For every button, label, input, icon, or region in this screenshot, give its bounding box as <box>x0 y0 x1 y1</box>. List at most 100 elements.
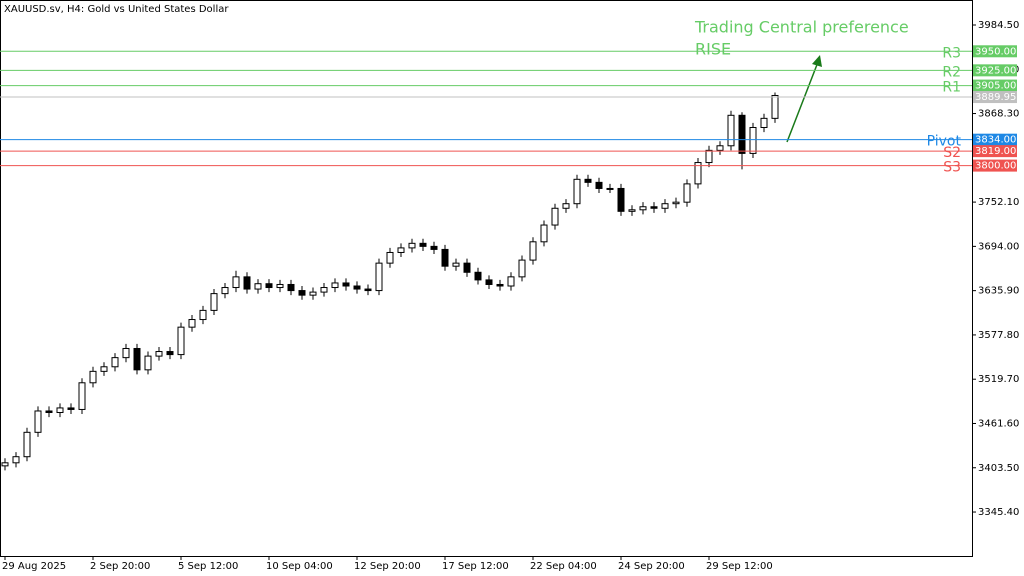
candle-body <box>529 241 537 261</box>
x-tick-label: 2 Sep 20:00 <box>90 561 150 572</box>
arrow-head <box>812 55 822 67</box>
candle-body <box>254 283 262 290</box>
candle-body <box>617 187 625 212</box>
candle-body <box>67 407 75 410</box>
y-tick-label: 3461.60 <box>978 418 1019 429</box>
candle-body <box>342 282 350 287</box>
candle-body <box>507 276 515 287</box>
candle-body <box>276 283 284 289</box>
candle-body <box>23 431 31 458</box>
candle-body <box>595 181 603 189</box>
level-label: 3905.00 <box>975 81 1016 92</box>
candle-body <box>188 319 196 328</box>
candle-body <box>485 279 493 285</box>
candle-body <box>639 206 647 211</box>
y-tick-label: 3694.00 <box>978 241 1019 252</box>
candle-body <box>122 347 130 359</box>
candle-body <box>265 283 273 289</box>
candle-body <box>155 351 163 357</box>
level-label: 3889.95 <box>975 92 1016 103</box>
candle-body <box>89 370 97 384</box>
candle-body <box>111 357 119 368</box>
x-tick-label: 29 Sep 12:00 <box>706 561 773 572</box>
chart-title: XAUUSD.sv, H4: Gold vs United States Dol… <box>4 4 229 15</box>
candle-body <box>452 262 460 267</box>
level-label-box <box>973 79 1017 92</box>
candle-body <box>650 206 658 209</box>
level-label-box <box>973 64 1017 77</box>
candle-body <box>386 251 394 264</box>
candle-body <box>243 276 251 290</box>
candle-body <box>573 178 581 205</box>
x-tick-label: 24 Sep 20:00 <box>618 561 685 572</box>
plot-frame <box>0 0 973 557</box>
candle-body <box>298 290 306 296</box>
candle-body <box>694 162 702 185</box>
y-tick-label: 3577.80 <box>978 330 1019 341</box>
candle-body <box>34 410 42 433</box>
candle-body <box>738 114 746 154</box>
candle-body <box>408 242 416 249</box>
candle-body <box>309 291 317 296</box>
candle-body <box>562 203 570 209</box>
candle-body <box>661 203 669 209</box>
candle-body <box>56 407 64 414</box>
x-tick-label: 29 Aug 2025 <box>2 561 66 572</box>
candle-body <box>749 126 757 154</box>
candle-body <box>518 259 526 278</box>
candle-body <box>716 145 724 151</box>
level-name: S2 <box>943 145 961 161</box>
candle-body <box>12 456 20 464</box>
level-label: 3834.00 <box>975 135 1016 146</box>
level-label: 3819.00 <box>975 146 1016 157</box>
candle-body <box>199 309 207 321</box>
candle-body <box>397 247 405 253</box>
level-label: 3800.00 <box>975 161 1016 172</box>
level-name: Pivot <box>927 134 962 150</box>
level-label: 3950.00 <box>975 46 1016 57</box>
candle-body <box>430 245 438 250</box>
candle-body <box>166 351 174 356</box>
candle-body <box>78 382 86 410</box>
candle-body <box>441 248 449 267</box>
x-tick-label: 5 Sep 12:00 <box>178 561 238 572</box>
y-tick-label: 3984.50 <box>978 20 1019 31</box>
candle-body <box>1 462 9 467</box>
x-tick-label: 22 Sep 04:00 <box>530 561 597 572</box>
level-label: 3925.00 <box>975 65 1016 76</box>
candle-body <box>287 283 295 292</box>
candle-body <box>463 262 471 273</box>
candle-body <box>232 276 240 289</box>
level-label-box <box>973 91 1017 104</box>
candle-body <box>331 282 339 289</box>
candle-body <box>705 149 713 164</box>
candle-body <box>353 285 361 290</box>
candle-body <box>144 355 152 371</box>
annotation: Trading Central preference <box>694 18 909 37</box>
y-tick-label: 3635.90 <box>978 286 1019 297</box>
level-name: R2 <box>942 64 961 80</box>
level-label-box <box>973 45 1017 58</box>
annotation: RISE <box>695 40 731 59</box>
candle-body <box>606 187 614 190</box>
level-label-box <box>973 145 1017 158</box>
x-tick-label: 12 Sep 20:00 <box>354 561 421 572</box>
level-name: R3 <box>942 45 961 61</box>
candle-body <box>45 410 53 414</box>
candle-body <box>584 178 592 183</box>
candle-body <box>672 201 680 205</box>
candle-body <box>760 117 768 128</box>
candle-body <box>551 207 559 226</box>
candle-body <box>419 242 427 247</box>
candle-body <box>177 326 185 356</box>
candle-body <box>683 183 691 203</box>
level-name: S3 <box>943 160 961 176</box>
level-label-box <box>973 133 1017 146</box>
candle-body <box>727 114 735 147</box>
candle-body <box>474 271 482 281</box>
y-tick-label: 3868.30 <box>978 109 1019 120</box>
candle-body <box>540 224 548 243</box>
candle-body <box>496 283 504 287</box>
candle-body <box>375 262 383 292</box>
